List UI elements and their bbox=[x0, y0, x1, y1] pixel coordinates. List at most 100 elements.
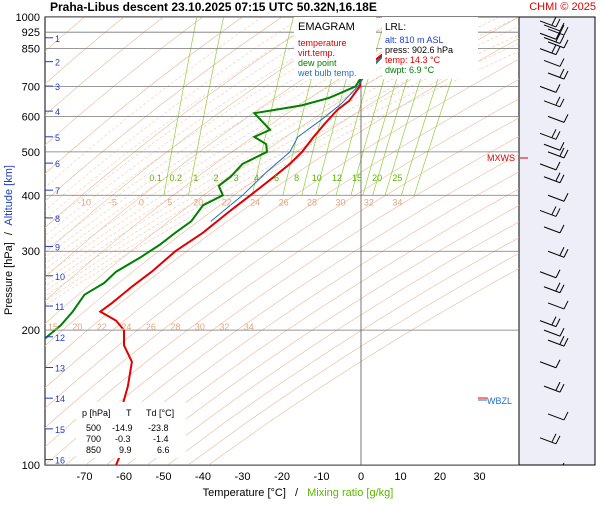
legend-item-virt-temp: virt.temp. bbox=[298, 48, 335, 58]
adiabat-label: 30 bbox=[195, 322, 205, 332]
y-tick-label: 600 bbox=[22, 111, 40, 123]
legend-title: EMAGRAM bbox=[298, 21, 355, 33]
mixing-ratio-label: 15 bbox=[352, 173, 362, 183]
adiabat-label: 32 bbox=[364, 197, 374, 207]
mixing-ratio-label: 10 bbox=[312, 173, 322, 183]
adiabat-label: 0 bbox=[139, 197, 144, 207]
y-axis-label: Pressure [hPa] bbox=[3, 242, 15, 315]
x-tick-label: 30 bbox=[473, 471, 485, 483]
adiabat-label: 26 bbox=[279, 197, 289, 207]
y-tick-label: 100 bbox=[22, 460, 40, 472]
adiabat-label: -10 bbox=[78, 197, 91, 207]
legend-item-wet-bulb: wet bulb temp. bbox=[297, 68, 357, 78]
mxws-label: MXWS bbox=[487, 153, 515, 163]
altitude-tick-label: 1 bbox=[55, 34, 60, 44]
altitude-tick-label: 15 bbox=[55, 425, 65, 435]
x-axis-title: Temperature [°C] / Mixing ratio [g/kg] bbox=[203, 487, 394, 499]
x-tick-label: 20 bbox=[434, 471, 446, 483]
lrl-title: LRL: bbox=[385, 22, 406, 33]
y-tick-label: 1000 bbox=[16, 12, 40, 24]
lrl-press: press: 902.6 hPa bbox=[385, 45, 453, 55]
adiabat-label: 32 bbox=[219, 322, 229, 332]
x-tick-label: -20 bbox=[274, 471, 290, 483]
table-cell: 9.9 bbox=[119, 445, 132, 455]
lrl-alt: alt: 810 m ASL bbox=[385, 35, 444, 45]
x-tick-label: 10 bbox=[394, 471, 406, 483]
credit-label: CHMI © 2025 bbox=[529, 1, 596, 13]
legend: EMAGRAM temperature virt.temp. dew point… bbox=[294, 17, 376, 79]
x-axis-label-extra: Mixing ratio [g/kg] bbox=[307, 487, 393, 499]
x-tick-label: -60 bbox=[116, 471, 132, 483]
wind-barb-panel bbox=[519, 17, 595, 465]
altitude-tick-label: 9 bbox=[55, 242, 60, 252]
mixing-ratio-label: 3 bbox=[234, 173, 239, 183]
adiabat-label: 24 bbox=[250, 197, 260, 207]
adiabat-label: 5 bbox=[167, 197, 172, 207]
altitude-tick-label: 7 bbox=[55, 186, 60, 196]
adiabat-label: 20 bbox=[193, 197, 203, 207]
lrl-dwpt: dwpt: 6.9 °C bbox=[385, 65, 435, 75]
adiabat-label: 20 bbox=[72, 322, 82, 332]
adiabat-label: 30 bbox=[335, 197, 345, 207]
adiabat-label: 22 bbox=[97, 322, 107, 332]
x-tick-label: -70 bbox=[77, 471, 93, 483]
y-tick-label: 700 bbox=[22, 81, 40, 93]
table-cell: -1.4 bbox=[153, 434, 169, 444]
altitude-tick-label: 14 bbox=[55, 394, 65, 404]
altitude-tick-label: 6 bbox=[55, 159, 60, 169]
chart-title: Praha-Libus descent 23.10.2025 07:15 UTC… bbox=[50, 0, 377, 14]
x-tick-label: -30 bbox=[235, 471, 251, 483]
table-cell: 850 bbox=[86, 445, 101, 455]
mixing-ratio-label: 4 bbox=[254, 173, 259, 183]
table-cell: -14.9 bbox=[112, 423, 133, 433]
y-axis-sep: / bbox=[3, 231, 15, 235]
y-axis-label-extra: Altitude [km] bbox=[3, 165, 15, 226]
altitude-tick-label: 4 bbox=[55, 107, 60, 117]
adiabat-label: 15 bbox=[48, 322, 58, 332]
adiabat-label: 22 bbox=[222, 197, 232, 207]
altitude-tick-label: 13 bbox=[55, 363, 65, 373]
adiabat-label: 26 bbox=[146, 322, 156, 332]
y-tick-label: 925 bbox=[22, 27, 40, 39]
mixing-ratio-label: 6 bbox=[274, 173, 279, 183]
adiabat-label: -5 bbox=[109, 197, 117, 207]
wbzl-label: WBZL bbox=[487, 396, 512, 406]
altitude-tick-label: 10 bbox=[55, 272, 65, 282]
altitude-tick-label: 11 bbox=[55, 302, 64, 312]
adiabat-label: 28 bbox=[307, 197, 317, 207]
mixing-ratio-label: 0.1 bbox=[149, 173, 162, 183]
y-tick-label: 500 bbox=[22, 147, 40, 159]
altitude-tick-label: 5 bbox=[55, 133, 60, 143]
adiabat-label: 28 bbox=[170, 322, 180, 332]
altitude-tick-label: 8 bbox=[55, 214, 60, 224]
data-table: p [hPa] T Td [°C] 500 -14.9 -23.8 700 -0… bbox=[76, 402, 186, 458]
table-cell: 700 bbox=[86, 434, 101, 444]
adiabat-label: 24 bbox=[121, 322, 131, 332]
x-tick-label: -40 bbox=[195, 471, 211, 483]
table-cell: 6.6 bbox=[157, 445, 170, 455]
y-tick-label: 850 bbox=[22, 44, 40, 56]
y-tick-label: 200 bbox=[22, 325, 40, 337]
wind-barb-shaft bbox=[544, 465, 560, 471]
mixing-ratio-label: 2 bbox=[214, 173, 219, 183]
altitude-tick-label: 12 bbox=[55, 333, 65, 343]
mixing-ratio-label: 8 bbox=[294, 173, 299, 183]
x-tick-label: -50 bbox=[156, 471, 172, 483]
y-tick-label: 300 bbox=[22, 246, 40, 258]
altitude-tick-label: 2 bbox=[55, 58, 60, 68]
table-header-t: T bbox=[126, 408, 132, 418]
mixing-ratio-label: 25 bbox=[392, 173, 402, 183]
legend-item-temperature: temperature bbox=[298, 38, 347, 48]
mixing-ratio-label: 20 bbox=[372, 173, 382, 183]
svg-text:Pressure [hPa] / A: Pressure [hPa] / Altitude [km] bbox=[3, 165, 15, 315]
lrl-box: LRL: alt: 810 m ASL press: 902.6 hPa tem… bbox=[382, 17, 478, 79]
x-tick-label: 0 bbox=[358, 471, 364, 483]
x-axis-sep: / bbox=[295, 487, 299, 499]
y-axis-title: Pressure [hPa] / Altitude [km] bbox=[3, 165, 15, 315]
table-cell: 500 bbox=[86, 423, 101, 433]
svg-text:Temperature [°C] /: Temperature [°C] / Mixing ratio [g/kg] bbox=[203, 487, 394, 499]
lrl-temp: temp: 14.3 °C bbox=[385, 55, 441, 65]
y-tick-label: 400 bbox=[22, 190, 40, 202]
